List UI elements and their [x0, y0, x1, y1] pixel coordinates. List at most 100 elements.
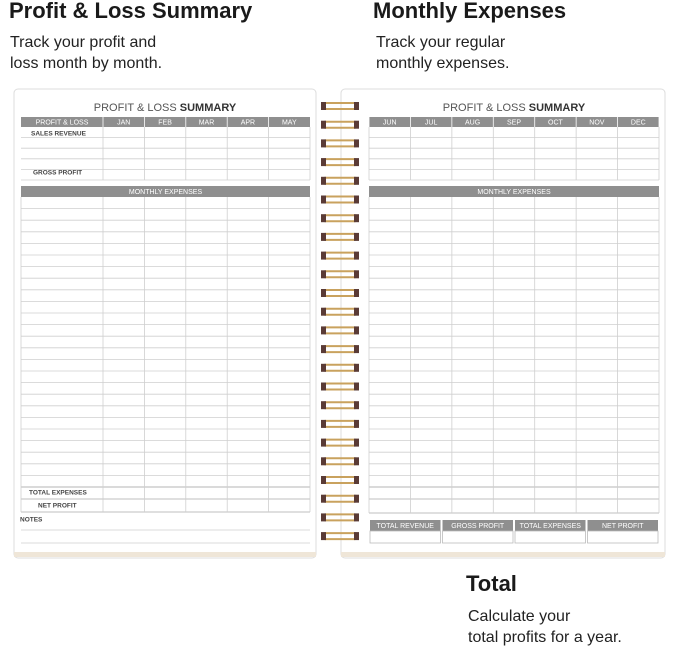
- spiral-hole: [354, 214, 359, 223]
- row-label: TOTAL EXPENSES: [29, 490, 87, 497]
- total-cell: [587, 530, 659, 544]
- page-title: PROFIT & LOSS SUMMARY: [94, 102, 237, 114]
- spiral-hole: [354, 476, 359, 484]
- header-row: [21, 186, 310, 197]
- page-edge: [341, 552, 665, 557]
- spiral-hole: [321, 139, 326, 148]
- total-header: [442, 520, 513, 531]
- spiral-hole: [321, 176, 326, 185]
- spiral-hole: [354, 270, 359, 279]
- spiral-hole: [321, 195, 326, 204]
- spiral-hole: [354, 326, 359, 335]
- total-cell: [514, 530, 586, 544]
- spiral-hole: [321, 457, 326, 466]
- header-cell: MONTHLY EXPENSES: [129, 189, 203, 196]
- section-title: Profit & Loss Summary: [9, 0, 253, 23]
- spiral-hole: [354, 532, 359, 541]
- section-description: loss month by month.: [10, 55, 162, 72]
- spiral-hole: [354, 102, 359, 110]
- spiral-hole: [354, 307, 359, 316]
- spiral-hole: [321, 214, 326, 223]
- total-label: TOTAL REVENUE: [377, 523, 435, 530]
- section-title: Monthly Expenses: [373, 0, 566, 23]
- page-edge: [14, 552, 316, 557]
- header-cell: MONTHLY EXPENSES: [477, 189, 551, 196]
- spiral-hole: [321, 345, 326, 354]
- spiral-hole: [354, 139, 359, 148]
- total-header: [515, 520, 586, 531]
- header-row: [369, 186, 659, 197]
- section-description: Calculate your: [468, 608, 571, 625]
- title-part: SUMMARY: [180, 102, 237, 114]
- header-cell: JAN: [117, 119, 130, 126]
- header-cell: APR: [241, 119, 255, 126]
- left-page: [13, 88, 317, 559]
- title-part: SUMMARY: [529, 102, 586, 114]
- spiral-hole: [321, 251, 326, 260]
- spiral-hole: [321, 363, 326, 372]
- header-cell: NOV: [589, 119, 605, 126]
- spiral-hole: [354, 232, 359, 241]
- total-cell: [442, 530, 514, 544]
- row-label: GROSS PROFIT: [33, 170, 82, 177]
- section-description: Track your regular: [376, 34, 506, 51]
- header-cell: FEB: [158, 119, 172, 126]
- spiral-hole: [321, 102, 326, 110]
- spiral-hole: [321, 401, 326, 410]
- spiral-hole: [321, 120, 326, 129]
- header-cell: DEC: [631, 119, 646, 126]
- header-cell: PROFIT & LOSS: [36, 119, 89, 126]
- header-cell: JUL: [425, 119, 438, 126]
- header-cell: MAR: [199, 119, 215, 126]
- spiral-hole: [354, 363, 359, 372]
- section-description: monthly expenses.: [376, 55, 509, 72]
- section-description: Track your profit and: [10, 34, 156, 51]
- header-cell: OCT: [548, 119, 564, 126]
- header-row: [369, 117, 659, 127]
- spiral-hole: [354, 345, 359, 354]
- spiral-hole: [354, 120, 359, 129]
- header-cell: JUN: [383, 119, 397, 126]
- spiral-hole: [354, 382, 359, 391]
- spiral-hole: [354, 419, 359, 428]
- row-label: SALES REVENUE: [31, 131, 87, 138]
- spiral-hole: [354, 251, 359, 260]
- header-cell: MAY: [282, 119, 297, 126]
- total-header: [587, 520, 658, 531]
- spiral-hole: [354, 457, 359, 466]
- spiral-hole: [354, 176, 359, 185]
- title-part: PROFIT & LOSS: [94, 102, 177, 114]
- spiral-hole: [321, 382, 326, 391]
- header-cell: SEP: [507, 119, 521, 126]
- spiral-hole: [321, 326, 326, 335]
- spiral-hole: [321, 476, 326, 484]
- spiral-hole: [354, 401, 359, 410]
- title-part: PROFIT & LOSS: [443, 102, 526, 114]
- total-label: TOTAL EXPENSES: [520, 523, 582, 530]
- header-cell: AUG: [465, 119, 480, 126]
- spiral-hole: [354, 513, 359, 522]
- spiral-hole: [321, 513, 326, 522]
- spiral-hole: [321, 494, 326, 503]
- spiral-hole: [354, 195, 359, 204]
- spiral-hole: [321, 158, 326, 167]
- spiral-hole: [354, 494, 359, 503]
- spiral-hole: [321, 438, 326, 447]
- header-row: [21, 117, 310, 127]
- section-title: Total: [466, 571, 517, 596]
- total-label: GROSS PROFIT: [451, 523, 505, 530]
- spiral-hole: [354, 438, 359, 447]
- section-description: total profits for a year.: [468, 629, 622, 646]
- spiral-hole: [321, 270, 326, 279]
- spiral-hole: [321, 419, 326, 428]
- spiral-hole: [321, 532, 326, 541]
- spiral-hole: [354, 289, 359, 297]
- notes-label: NOTES: [20, 517, 43, 524]
- right-page: [340, 88, 666, 559]
- row-label: NET PROFIT: [38, 503, 77, 510]
- total-cell: [369, 530, 441, 544]
- page-title: PROFIT & LOSS SUMMARY: [443, 102, 586, 114]
- spiral-hole: [321, 232, 326, 241]
